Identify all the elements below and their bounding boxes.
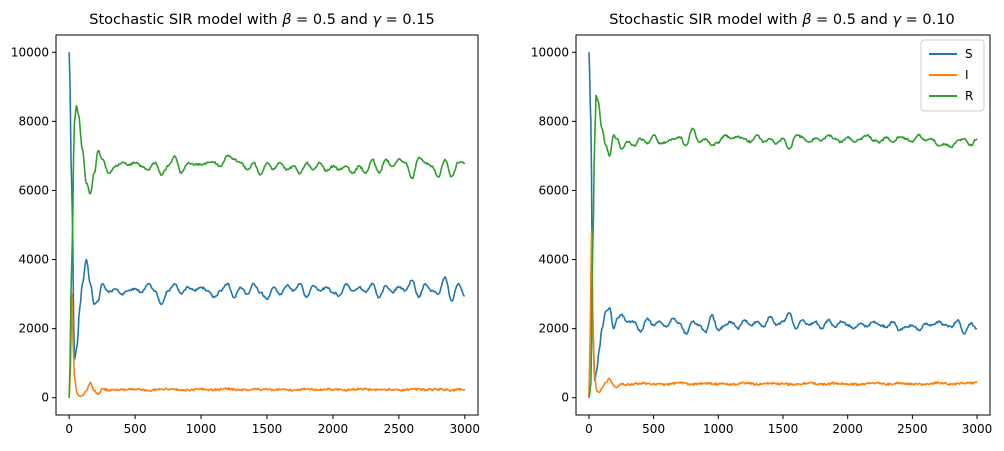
chart-right: Stochastic SIR model with β = 0.5 and γ … [531,12,993,436]
x-tick-label: 1000 [186,422,217,436]
chart-left-ticks: 0 500 1000 1500 2000 2500 3000 0 2000 4000 6000 800… [11,45,480,436]
x-tick-label: 2500 [384,422,415,436]
y-tick-label: 8000 [538,114,569,128]
x-tick-label: 500 [642,422,665,436]
chart-right-ticks: 0 500 1000 1500 2000 2500 3000 0 2000 4000 6000 800… [531,45,993,436]
y-tick-label: 10000 [11,45,49,59]
y-tick-label: 4000 [538,253,569,267]
legend-label-I: I [965,68,969,82]
series-line-S [588,52,978,382]
x-tick-label: 0 [65,422,73,436]
series-line-R [68,105,466,398]
chart-left: Stochastic SIR model with β = 0.5 and γ … [11,12,480,436]
x-tick-label: 2500 [897,422,928,436]
series-line-R [588,94,978,398]
chart-left-title: Stochastic SIR model with β = 0.5 and γ … [89,12,434,28]
legend-label-R: R [965,89,973,103]
x-tick-label: 2000 [318,422,349,436]
y-tick-label: 8000 [18,114,49,128]
x-tick-label: 2000 [832,422,863,436]
y-tick-label: 0 [41,391,49,405]
x-tick-label: 3000 [962,422,993,436]
y-tick-label: 0 [561,391,569,405]
legend-label-S: S [965,47,973,61]
chart-right-title: Stochastic SIR model with β = 0.5 and γ … [609,12,954,28]
series-line-I [588,231,978,398]
y-tick-label: 10000 [531,45,569,59]
chart-right-legend: SIR [920,39,985,112]
y-tick-label: 6000 [18,183,49,197]
y-tick-label: 6000 [538,183,569,197]
x-tick-label: 3000 [450,422,481,436]
y-tick-label: 2000 [538,322,569,336]
chart-left-series [68,52,466,398]
y-tick-label: 4000 [18,253,49,267]
series-line-S [68,52,465,361]
x-tick-label: 1000 [703,422,734,436]
chart-left-plot-frame [55,34,479,416]
x-tick-label: 1500 [768,422,799,436]
x-tick-label: 0 [585,422,593,436]
x-tick-label: 500 [124,422,147,436]
series-line-I [68,293,466,398]
chart-right-plot-frame [575,34,991,416]
y-tick-label: 2000 [18,322,49,336]
chart-right-series [588,52,978,398]
x-tick-label: 1500 [252,422,283,436]
